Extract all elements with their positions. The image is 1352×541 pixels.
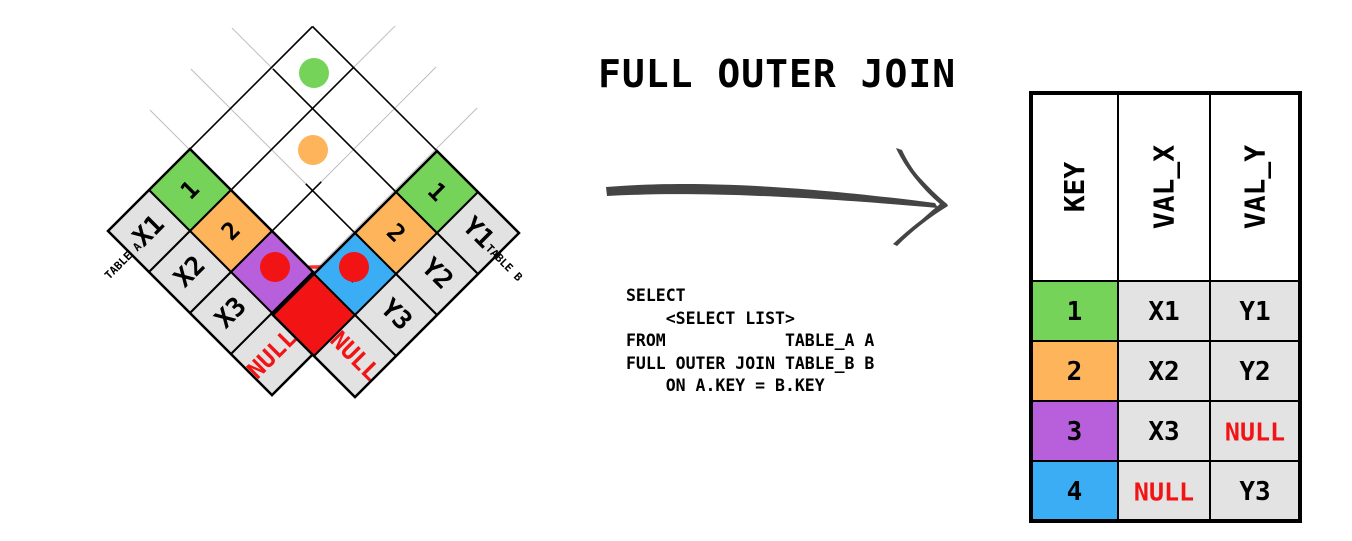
match-dot-key-1 <box>299 58 329 88</box>
result-table-border <box>1029 91 1302 523</box>
result-value-cell <box>1117 340 1211 402</box>
result-cell-label: 4 <box>1067 477 1083 507</box>
result-value-cell <box>1209 400 1301 462</box>
result-header-label: VAL_Y <box>1239 145 1272 229</box>
result-header-cell <box>1209 92 1301 282</box>
result-cell-label: Y2 <box>1239 357 1270 387</box>
table-b-border <box>271 149 521 399</box>
diagram-title: FULL OUTER JOIN <box>598 52 957 96</box>
sql-query: SELECT <SELECT LIST> FROM TABLE_A A FULL O… <box>626 285 874 398</box>
result-header-label: KEY <box>1058 162 1091 213</box>
grid-edge <box>230 66 355 191</box>
sql-line: FULL OUTER JOIN TABLE_B B <box>626 353 875 373</box>
result-value-cell <box>1117 400 1211 462</box>
result-cell-label: Y1 <box>1239 297 1270 327</box>
sql-line: ON A.KEY = B.KEY <box>626 376 825 395</box>
match-dot-key-2 <box>298 135 328 165</box>
result-header-cell <box>1030 92 1119 282</box>
result-cell-label: X3 <box>1148 417 1179 447</box>
sql-line: <SELECT LIST> <box>626 308 795 328</box>
result-cell-label: Y3 <box>1239 477 1270 507</box>
sql-line: SELECT <box>626 286 686 305</box>
result-cell-label: 3 <box>1067 417 1083 447</box>
result-cell-label: NULL <box>1225 418 1285 447</box>
grid-edge <box>311 25 438 152</box>
match-dot-key-4 <box>339 252 369 282</box>
grid-edge <box>271 181 322 232</box>
grid-edge <box>189 25 314 150</box>
grid-edge <box>272 68 397 193</box>
result-table: KEY VAL_X VAL_Y 1 X1 Y1 2 X2 Y2 3 X3 NULL 4 NULL Y3 <box>1029 91 1302 523</box>
match-dot-key-3 <box>260 252 290 282</box>
result-cell-label: 2 <box>1067 357 1083 387</box>
result-value-cell <box>1209 460 1301 522</box>
join-dots <box>260 58 369 282</box>
result-cell-label: X2 <box>1148 357 1179 387</box>
result-cell-label: NULL <box>1134 478 1194 507</box>
arrow-icon <box>606 148 948 246</box>
sql-line: FROM TABLE_A A <box>626 331 875 350</box>
result-cell-label: X1 <box>1148 297 1179 327</box>
result-value-cell <box>1117 460 1211 522</box>
result-header-label: VAL_X <box>1148 145 1181 229</box>
grid-edge <box>305 183 356 234</box>
result-cell-label: 1 <box>1067 297 1083 327</box>
